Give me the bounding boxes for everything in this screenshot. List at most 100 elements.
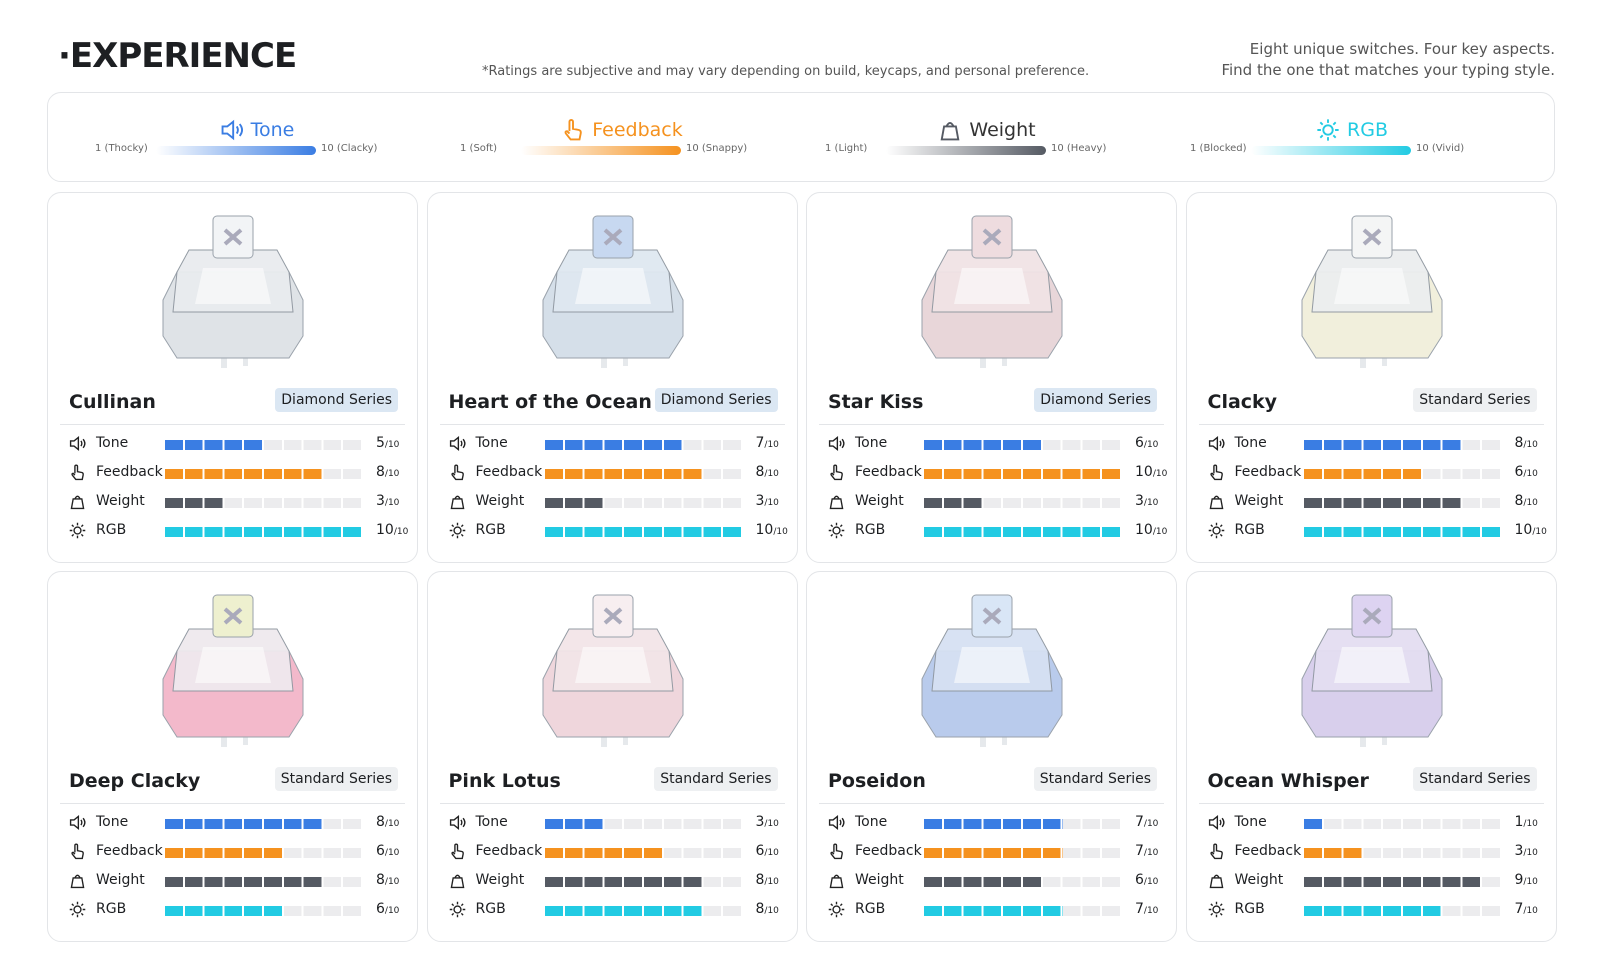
rating-track <box>1303 877 1502 887</box>
rating-track <box>1303 819 1502 829</box>
rating-row: Feedback 8/10 <box>448 463 783 483</box>
rating-label: RGB <box>855 901 886 917</box>
rating-bar <box>1303 469 1423 479</box>
rating-row: Weight 9/10 <box>1207 871 1542 891</box>
legend-name: Weight <box>798 117 1175 143</box>
icon <box>1209 464 1223 481</box>
rating-value: 6/10 <box>756 843 779 859</box>
rating-bar <box>924 819 1063 829</box>
switch-image <box>542 215 683 368</box>
rating-number: 3 <box>755 493 765 509</box>
series-tag: Diamond Series <box>1034 388 1157 412</box>
rating-number: 6 <box>376 843 385 859</box>
rating-row: Feedback 8/10 <box>68 463 403 483</box>
rating-number: 3 <box>755 814 765 830</box>
icon <box>449 815 466 830</box>
rating-label: Feedback <box>1234 843 1302 859</box>
rating-row: Feedback 3/10 <box>1207 842 1542 862</box>
rating-value: 8/10 <box>1515 493 1538 509</box>
rating-track <box>544 877 743 887</box>
rating-value: 9/10 <box>1515 872 1538 888</box>
switch-card: Clacky Standard Series Tone 8/10 Feedback 6/1… <box>1185 192 1557 563</box>
icon <box>1317 119 1339 141</box>
rating-label: RGB <box>475 522 506 538</box>
rating-row: Tone 6/10 <box>827 434 1162 454</box>
icon <box>830 464 843 481</box>
rating-row: RGB 7/10 <box>1207 900 1542 920</box>
legend-item: Feedback 1 (Soft) 10 (Snappy) <box>433 93 810 183</box>
rating-track <box>1303 906 1502 916</box>
rating-suffix: /10 <box>1143 440 1159 450</box>
rating-row: RGB 7/10 <box>827 900 1162 920</box>
switch-name: Ocean Whisper <box>1207 770 1369 792</box>
switch-card: Poseidon Standard Series Tone 7/10 Feedback 7… <box>806 571 1177 942</box>
rating-bar <box>165 498 225 508</box>
rating-number: 7 <box>1514 901 1524 917</box>
icon <box>829 495 844 510</box>
rating-number: 6 <box>376 901 385 917</box>
legend-high: 10 (Snappy) <box>686 143 748 154</box>
rating-number: 8 <box>376 814 385 830</box>
rating-label: Feedback <box>1234 464 1302 480</box>
rating-row: Weight 8/10 <box>1207 492 1542 512</box>
rating-row: RGB 8/10 <box>448 900 783 920</box>
icon <box>450 843 464 860</box>
rating-number: 1 <box>1514 814 1524 830</box>
rating-value: 3/10 <box>1515 843 1538 859</box>
rating-number: 8 <box>376 464 385 480</box>
icon <box>1209 495 1223 510</box>
switch-image <box>921 594 1063 747</box>
rating-suffix: /10 <box>1523 440 1538 450</box>
rating-row: RGB 10/10 <box>1207 521 1547 541</box>
divider <box>60 803 405 804</box>
rating-value: 8/10 <box>376 872 399 888</box>
rating-bar <box>165 819 324 829</box>
rating-row: Weight 8/10 <box>448 871 783 891</box>
rating-number: 8 <box>1514 493 1524 509</box>
rating-track <box>924 819 1122 829</box>
rating-label: Weight <box>475 872 525 888</box>
rating-suffix: /10 <box>764 877 779 887</box>
rating-track <box>924 469 1122 479</box>
rating-bar <box>544 498 604 508</box>
rating-number: 7 <box>755 435 765 451</box>
divider <box>439 803 785 804</box>
rating-suffix: /10 <box>384 906 400 916</box>
rating-row: Tone 1/10 <box>1207 813 1542 833</box>
rating-suffix: /10 <box>1143 906 1159 916</box>
legend-name: Feedback <box>433 117 810 143</box>
rating-label: RGB <box>855 522 886 538</box>
rating-row: RGB 6/10 <box>68 900 403 920</box>
rating-value: 3/10 <box>376 493 399 509</box>
legend-label: RGB <box>1347 119 1388 141</box>
rating-row: Feedback 6/10 <box>448 842 783 862</box>
rating-row: Weight 3/10 <box>68 492 403 512</box>
rating-number: 10 <box>376 522 394 538</box>
legend-low: 1 (Thocky) <box>95 143 148 154</box>
rating-number: 6 <box>1514 464 1524 480</box>
rating-value: 10/10 <box>376 522 408 538</box>
rating-bar <box>1303 440 1462 450</box>
rating-number: 7 <box>1135 901 1144 917</box>
legend-item: Weight 1 (Light) 10 (Heavy) <box>798 93 1175 183</box>
rating-track <box>544 498 743 508</box>
rating-label: Weight <box>1234 493 1284 509</box>
rating-bar <box>165 469 324 479</box>
rating-number: 10 <box>1514 522 1533 538</box>
rating-row: Tone 8/10 <box>1207 434 1542 454</box>
rating-label: Weight <box>1234 872 1284 888</box>
legend-bar <box>886 146 1046 155</box>
rating-bar <box>1303 498 1462 508</box>
rating-number: 6 <box>755 843 765 859</box>
rating-track <box>544 469 743 479</box>
icon <box>70 495 85 510</box>
rating-number: 10 <box>1135 522 1153 538</box>
divider <box>1198 803 1544 804</box>
rating-value: 8/10 <box>1515 435 1538 451</box>
rating-suffix: /10 <box>384 469 400 479</box>
rating-suffix: /10 <box>393 527 409 537</box>
rating-bar <box>924 906 1063 916</box>
rating-bar <box>165 906 284 916</box>
rating-track <box>1303 440 1502 450</box>
legend-item: RGB 1 (Blocked) 10 (Vivid) <box>1163 93 1540 183</box>
